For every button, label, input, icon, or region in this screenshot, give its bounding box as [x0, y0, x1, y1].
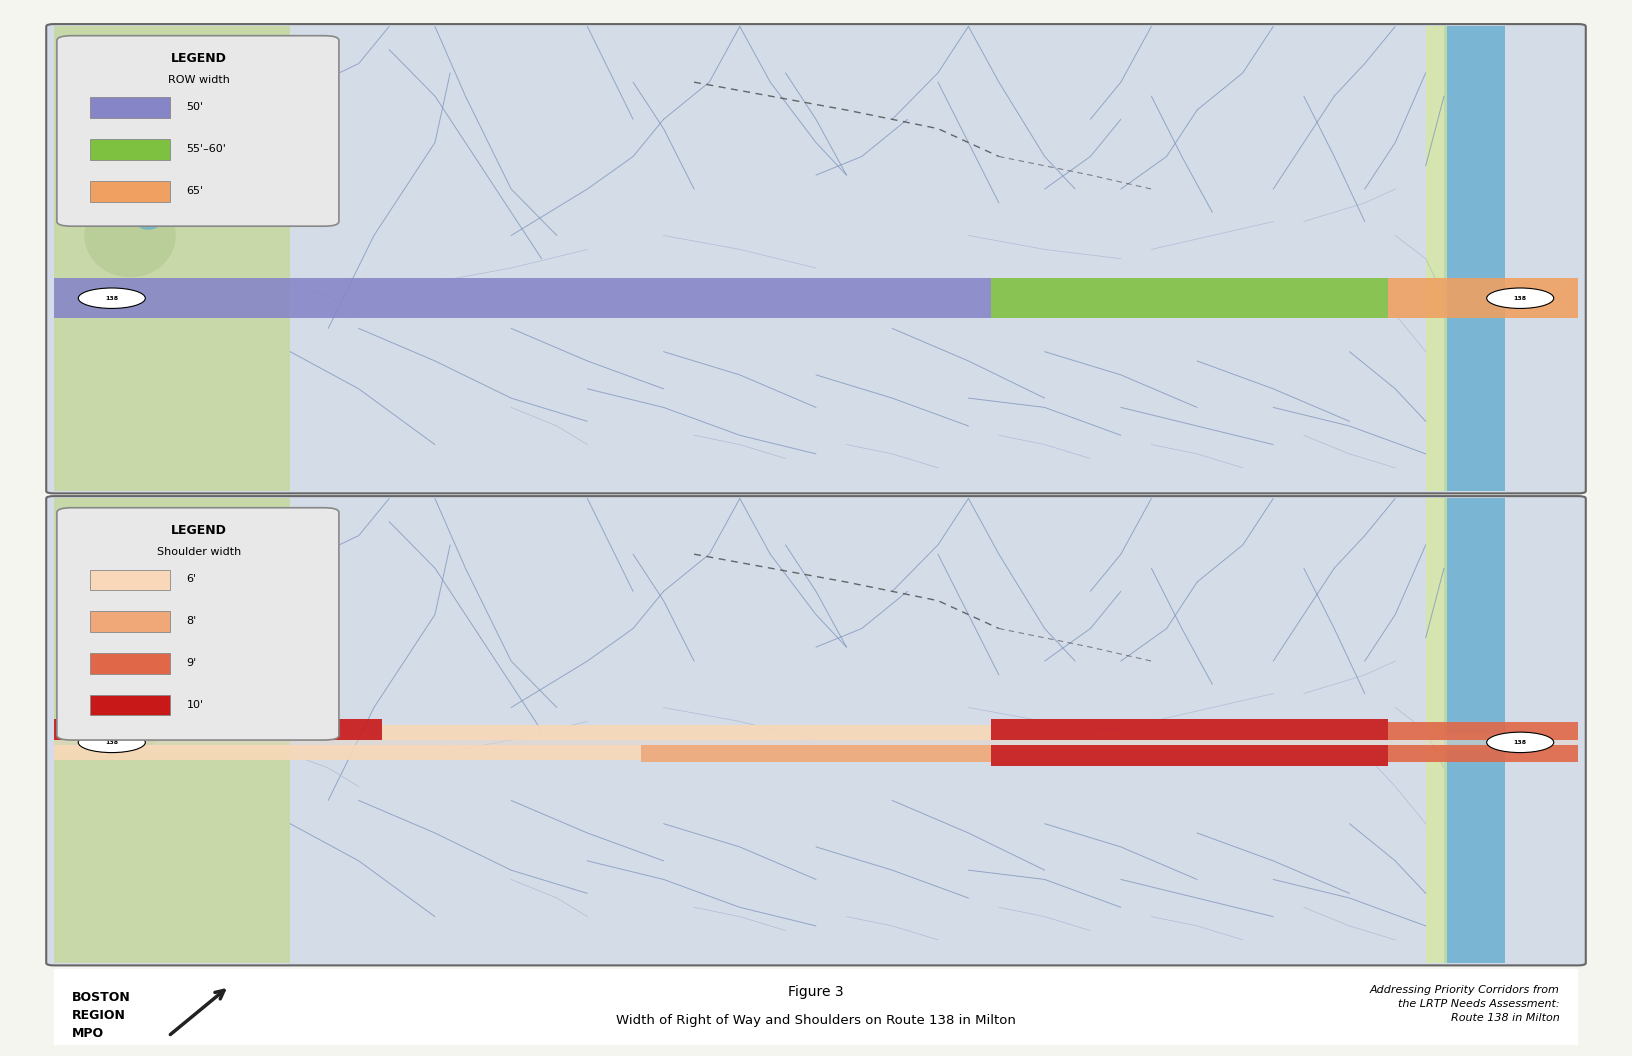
FancyBboxPatch shape: [46, 496, 1586, 965]
Circle shape: [1487, 288, 1554, 308]
FancyBboxPatch shape: [1444, 498, 1505, 963]
Bar: [641, 744, 991, 762]
Text: 138: 138: [104, 740, 119, 744]
FancyBboxPatch shape: [54, 498, 290, 963]
Bar: [54, 744, 382, 759]
Bar: [54, 719, 382, 740]
FancyBboxPatch shape: [54, 26, 290, 491]
Bar: [54, 279, 991, 318]
Bar: [991, 744, 1387, 766]
Bar: [991, 719, 1387, 740]
Ellipse shape: [155, 169, 181, 181]
Circle shape: [78, 288, 145, 308]
Text: 55'–60': 55'–60': [186, 144, 227, 154]
Text: LEGEND: LEGEND: [171, 524, 227, 538]
FancyBboxPatch shape: [90, 97, 170, 118]
Ellipse shape: [85, 665, 176, 750]
FancyBboxPatch shape: [90, 611, 170, 631]
FancyBboxPatch shape: [90, 695, 170, 715]
Ellipse shape: [103, 572, 142, 591]
FancyBboxPatch shape: [57, 508, 339, 740]
Bar: [382, 744, 641, 759]
Text: 138: 138: [1513, 740, 1528, 744]
FancyBboxPatch shape: [1426, 26, 1448, 491]
Text: 9': 9': [186, 658, 197, 667]
Text: 138: 138: [104, 296, 119, 301]
FancyBboxPatch shape: [90, 569, 170, 590]
Text: ROW width: ROW width: [168, 75, 230, 86]
Ellipse shape: [139, 223, 158, 229]
Bar: [1387, 744, 1578, 762]
Circle shape: [1487, 732, 1554, 753]
Text: 138: 138: [1513, 296, 1528, 301]
Ellipse shape: [103, 100, 142, 119]
Circle shape: [78, 732, 145, 753]
Ellipse shape: [100, 87, 251, 226]
FancyBboxPatch shape: [90, 182, 170, 202]
Text: 65': 65': [186, 186, 204, 195]
FancyBboxPatch shape: [90, 654, 170, 674]
Text: Shoulder width: Shoulder width: [157, 547, 242, 558]
FancyBboxPatch shape: [46, 24, 1586, 493]
Text: BOSTON
REGION
MPO: BOSTON REGION MPO: [72, 991, 131, 1040]
FancyBboxPatch shape: [90, 139, 170, 159]
Text: LEGEND: LEGEND: [171, 52, 227, 65]
Text: Addressing Priority Corridors from
the LRTP Needs Assessment:
Route 138 in Milto: Addressing Priority Corridors from the L…: [1369, 984, 1560, 1022]
Text: 8': 8': [186, 616, 197, 626]
Bar: [54, 734, 1578, 751]
Text: 10': 10': [186, 700, 204, 710]
Ellipse shape: [155, 641, 181, 653]
Text: 50': 50': [186, 102, 204, 112]
Bar: [1387, 279, 1578, 318]
FancyBboxPatch shape: [1426, 498, 1448, 963]
FancyBboxPatch shape: [23, 968, 1609, 1046]
Bar: [382, 725, 991, 740]
Ellipse shape: [100, 559, 251, 698]
Bar: [991, 279, 1387, 318]
Ellipse shape: [85, 193, 176, 278]
Ellipse shape: [139, 695, 158, 702]
Text: 6': 6': [186, 574, 196, 584]
FancyBboxPatch shape: [1444, 26, 1505, 491]
Text: Figure 3: Figure 3: [788, 984, 844, 999]
Text: Width of Right of Way and Shoulders on Route 138 in Milton: Width of Right of Way and Shoulders on R…: [615, 1014, 1017, 1026]
FancyBboxPatch shape: [57, 36, 339, 226]
Bar: [1387, 722, 1578, 740]
